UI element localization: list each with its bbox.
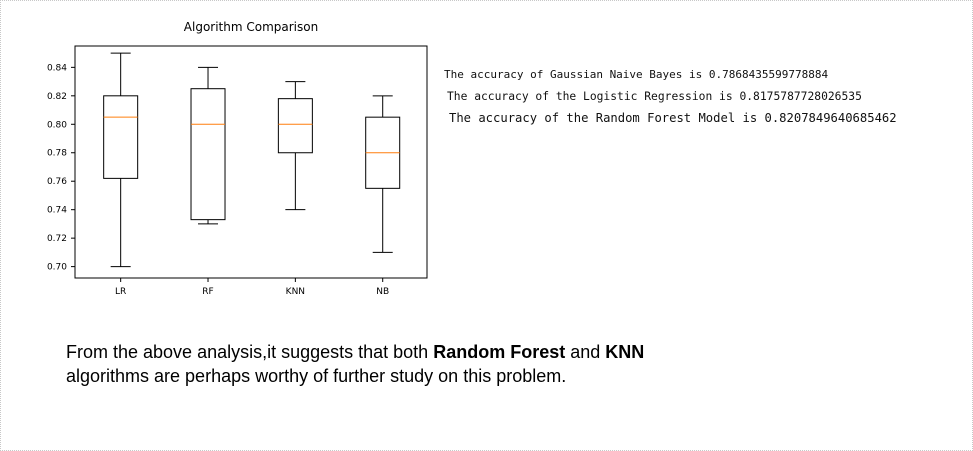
- conclusion-text: algorithms are perhaps worthy of further…: [66, 366, 567, 386]
- x-tick-label: KNN: [286, 287, 305, 297]
- y-tick-label: 0.82: [47, 92, 67, 102]
- conclusion-text: and: [565, 342, 606, 362]
- x-tick-label: NB: [376, 287, 389, 297]
- box: [277, 98, 313, 154]
- accuracy-output-line: The accuracy of the Random Forest Model …: [449, 111, 897, 125]
- box: [103, 95, 139, 179]
- y-tick-label: 0.84: [47, 63, 67, 73]
- conclusion-paragraph: From the above analysis,it suggests that…: [66, 340, 846, 388]
- chart-title: Algorithm Comparison: [184, 20, 318, 34]
- box: [190, 88, 226, 221]
- y-tick-label: 0.76: [47, 177, 67, 187]
- plot-area: [74, 45, 428, 279]
- y-tick-label: 0.78: [47, 149, 67, 159]
- y-tick-label: 0.72: [47, 234, 67, 244]
- box-plot-chart: Algorithm Comparison 0.70 0.72 0.74 0.76 0.7…: [47, 20, 428, 297]
- x-tick-label: LR: [115, 287, 126, 297]
- y-tick-label: 0.74: [47, 206, 67, 216]
- conclusion-highlight-random-forest: Random Forest: [433, 342, 566, 362]
- x-tick-label: RF: [202, 287, 213, 297]
- y-tick-label: 0.70: [47, 263, 67, 273]
- conclusion-highlight-knn: KNN: [605, 342, 645, 362]
- accuracy-output-line: The accuracy of Gaussian Naive Bayes is …: [444, 68, 829, 81]
- accuracy-output-line: The accuracy of the Logistic Regression …: [447, 90, 862, 103]
- conclusion-text: From the above analysis,it suggests that…: [66, 342, 434, 362]
- y-tick-label: 0.80: [47, 120, 67, 130]
